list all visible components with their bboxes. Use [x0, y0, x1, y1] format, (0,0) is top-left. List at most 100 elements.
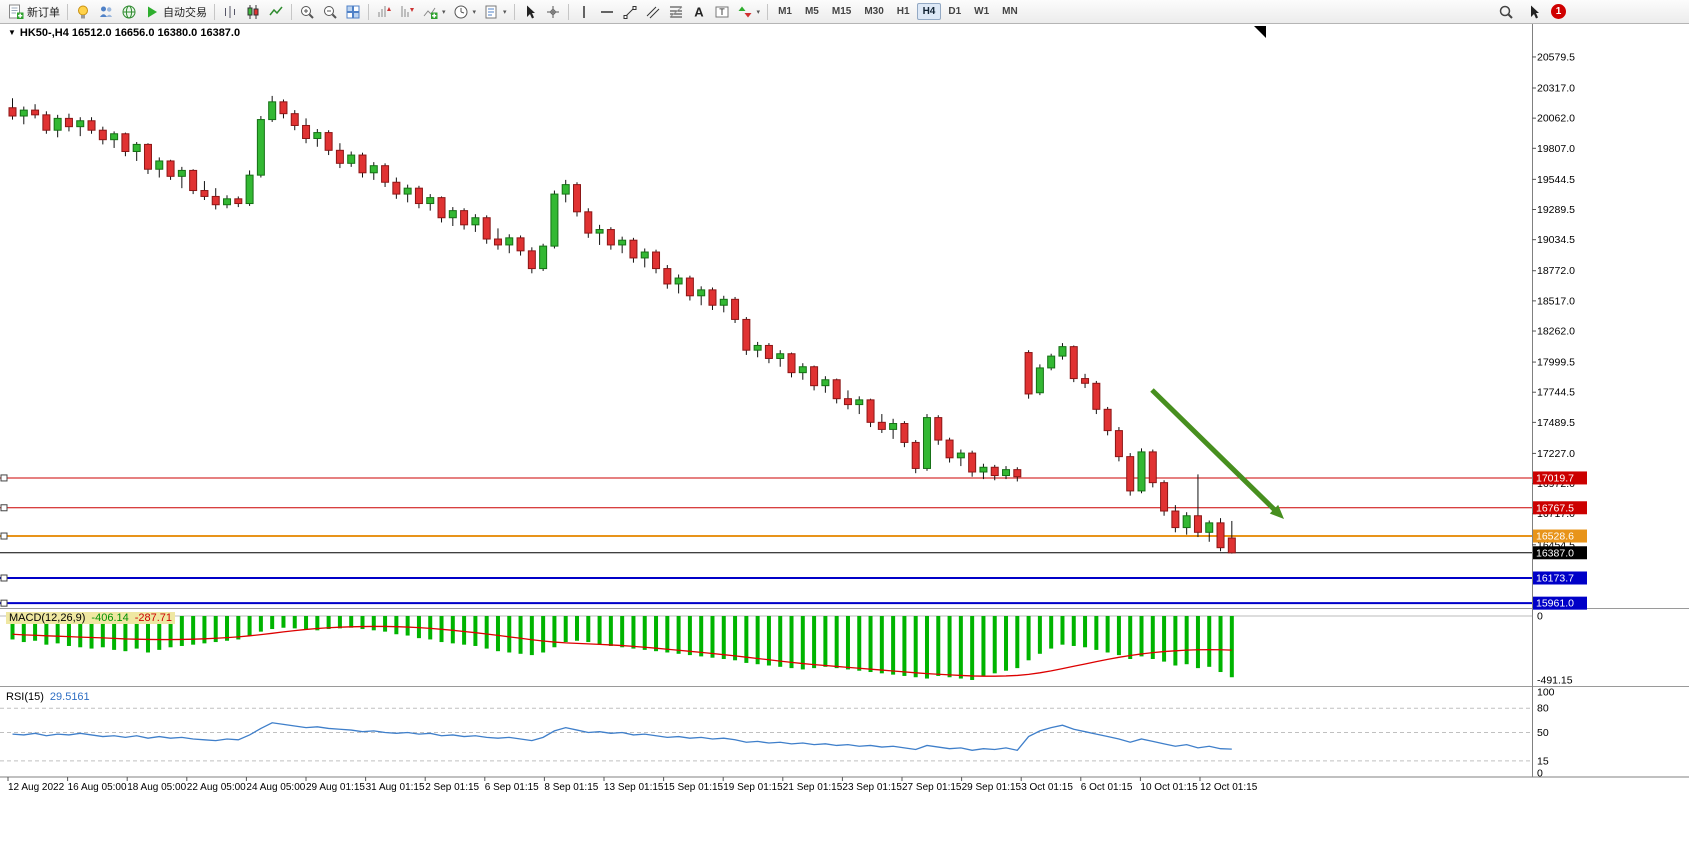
- auto-trading-button[interactable]: 自动交易: [141, 2, 210, 22]
- price-line-label: 16528.6: [1536, 531, 1574, 543]
- profiles-button[interactable]: [72, 2, 94, 22]
- candle-down: [31, 109, 40, 116]
- templates-button[interactable]: ▾: [480, 2, 510, 22]
- tf-mn-button[interactable]: MN: [1002, 6, 1018, 17]
- market-watch-button[interactable]: [95, 2, 117, 22]
- macd-histogram-bar: [1162, 616, 1167, 662]
- candle-down: [742, 318, 751, 351]
- navigator-button[interactable]: [118, 2, 140, 22]
- price-axis[interactable]: [1533, 22, 1689, 777]
- cursor-button[interactable]: [519, 2, 541, 22]
- candle-up: [719, 298, 728, 306]
- candle-up: [313, 132, 322, 139]
- chart-shift-marker[interactable]: [1254, 26, 1266, 38]
- macd-histogram-bar: [936, 616, 941, 676]
- horizontal-line-button[interactable]: [596, 2, 618, 22]
- candle-down: [990, 466, 999, 477]
- rsi-axis-label: 100: [1537, 687, 1555, 699]
- price-line-label-box: [1533, 471, 1587, 485]
- chart-shift-button[interactable]: [396, 2, 418, 22]
- arrows-button[interactable]: ▾: [734, 2, 764, 22]
- line-handle[interactable]: [0, 474, 8, 482]
- bar-chart-button[interactable]: [219, 2, 241, 22]
- candle-up: [76, 120, 85, 128]
- trendline-button[interactable]: [619, 2, 641, 22]
- vertical-line-button[interactable]: [573, 2, 595, 22]
- line-handle[interactable]: [0, 504, 8, 512]
- tf-d1-button[interactable]: D1: [948, 6, 962, 17]
- macd-histogram-bar: [733, 616, 738, 661]
- periods-button[interactable]: ▾: [450, 2, 480, 22]
- candle-down: [516, 237, 525, 252]
- line-handle[interactable]: [0, 532, 8, 540]
- indicators-button[interactable]: ▾: [419, 2, 449, 22]
- candle-down: [358, 154, 367, 174]
- macd-histogram-bar: [529, 616, 534, 656]
- candle-up: [110, 133, 119, 141]
- macd-histogram-bar: [1026, 616, 1031, 661]
- arrow-object-head[interactable]: [1269, 504, 1284, 519]
- candle-down: [1193, 515, 1202, 533]
- search-button[interactable]: [1495, 2, 1517, 22]
- line-handle[interactable]: [0, 599, 8, 607]
- candle-down: [1013, 469, 1022, 478]
- macd-axis-label: 0: [1537, 611, 1543, 623]
- line-handle[interactable]: [0, 574, 8, 582]
- macd-histogram-bar: [1139, 616, 1144, 657]
- candle-down: [968, 452, 977, 473]
- time-tick-label: 12 Oct 01:15: [1200, 782, 1258, 793]
- tile-windows-button[interactable]: [342, 2, 364, 22]
- macd-histogram-bar: [1116, 616, 1121, 656]
- bulb-icon: [78, 5, 88, 18]
- candle-up: [595, 229, 604, 234]
- auto-arrange-button[interactable]: [373, 2, 395, 22]
- rsi-axis-label: 80: [1537, 703, 1549, 715]
- candle-down: [87, 120, 96, 131]
- zoom-out-button[interactable]: [319, 2, 341, 22]
- macd-histogram-bar: [868, 616, 873, 673]
- tf-h4-button[interactable]: H4: [916, 3, 942, 20]
- line-chart-button[interactable]: [265, 2, 287, 22]
- sort-asc-icon: [378, 5, 391, 17]
- time-axis[interactable]: [0, 777, 1689, 799]
- fibonacci-button[interactable]: [665, 2, 687, 22]
- macd-histogram-bar: [100, 616, 105, 648]
- tf-w1-button[interactable]: W1: [974, 6, 990, 17]
- price-line-label-box: [1533, 546, 1587, 560]
- time-tick-label: 15 Sep 01:15: [664, 782, 724, 793]
- macd-histogram-bar: [1195, 616, 1200, 669]
- macd-histogram-bar: [1173, 616, 1178, 666]
- candlestick-chart-button[interactable]: [242, 2, 264, 22]
- notification-badge[interactable]: 1: [1551, 4, 1566, 19]
- candle-up: [697, 289, 706, 297]
- macd-histogram-bar: [258, 616, 263, 632]
- channel-button[interactable]: [642, 2, 664, 22]
- candle-down: [584, 211, 593, 234]
- pointer-button[interactable]: [1523, 2, 1545, 22]
- tf-m5-button[interactable]: M5: [804, 6, 819, 17]
- macd-histogram-bar: [168, 616, 173, 648]
- chart-menu-icon[interactable]: ▼: [8, 28, 16, 37]
- crosshair-button[interactable]: [542, 2, 564, 22]
- candle-up: [223, 198, 232, 206]
- arrow-object[interactable]: [1150, 388, 1278, 514]
- label-button[interactable]: T: [711, 2, 733, 22]
- tf-m15-button[interactable]: M15: [831, 6, 852, 17]
- tf-m1-button[interactable]: M1: [778, 6, 792, 17]
- zoom-in-button[interactable]: [296, 2, 318, 22]
- toolbar-separator: [291, 3, 292, 20]
- time-tick-label: 23 Sep 01:15: [842, 782, 902, 793]
- text-button[interactable]: A: [688, 2, 710, 22]
- candle-down: [414, 187, 423, 205]
- macd-histogram-bar: [1004, 616, 1009, 671]
- new-order-button[interactable]: 新订单: [5, 2, 63, 22]
- tf-h1-button[interactable]: H1: [896, 6, 910, 17]
- candle-down: [1148, 451, 1157, 484]
- tf-m30-button[interactable]: M30: [864, 6, 884, 17]
- macd-histogram-bar: [902, 616, 907, 676]
- candle-down: [685, 277, 694, 297]
- rsi-indicator-label: RSI(15) 29.5161: [6, 691, 90, 703]
- macd-histogram-bar: [191, 616, 196, 645]
- tiles-icon: [346, 5, 360, 18]
